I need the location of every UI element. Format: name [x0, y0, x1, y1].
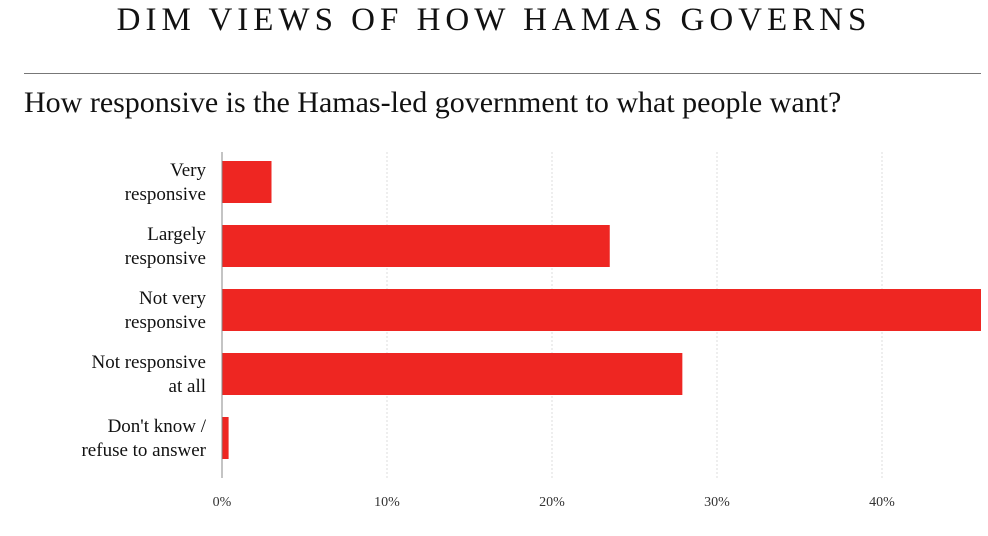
- category-label: responsive: [125, 184, 206, 205]
- chart-title: DIM VIEWS OF HOW HAMAS GOVERNS: [116, 2, 872, 38]
- x-tick-label: 0%: [213, 495, 232, 510]
- x-tick-label: 40%: [869, 495, 895, 510]
- x-tick-label: 10%: [374, 495, 400, 510]
- category-label: responsive: [125, 312, 206, 333]
- x-tick-label: 20%: [539, 495, 565, 510]
- category-label: Very: [170, 160, 206, 181]
- chart-subtitle: How responsive is the Hamas-led governme…: [24, 86, 842, 119]
- title-divider: [24, 73, 981, 74]
- category-label: Not very: [139, 288, 207, 309]
- x-tick-label: 30%: [704, 495, 730, 510]
- category-label: Largely: [147, 224, 206, 245]
- category-label: Not responsive: [91, 352, 206, 373]
- bar: [222, 353, 683, 395]
- category-label: Don't know /: [108, 416, 207, 437]
- bar: [222, 417, 229, 459]
- category-label: refuse to answer: [81, 440, 206, 461]
- bar: [222, 289, 981, 331]
- category-label: responsive: [125, 248, 206, 269]
- bar: [222, 225, 610, 267]
- category-label: at all: [169, 376, 206, 397]
- bar: [222, 161, 272, 203]
